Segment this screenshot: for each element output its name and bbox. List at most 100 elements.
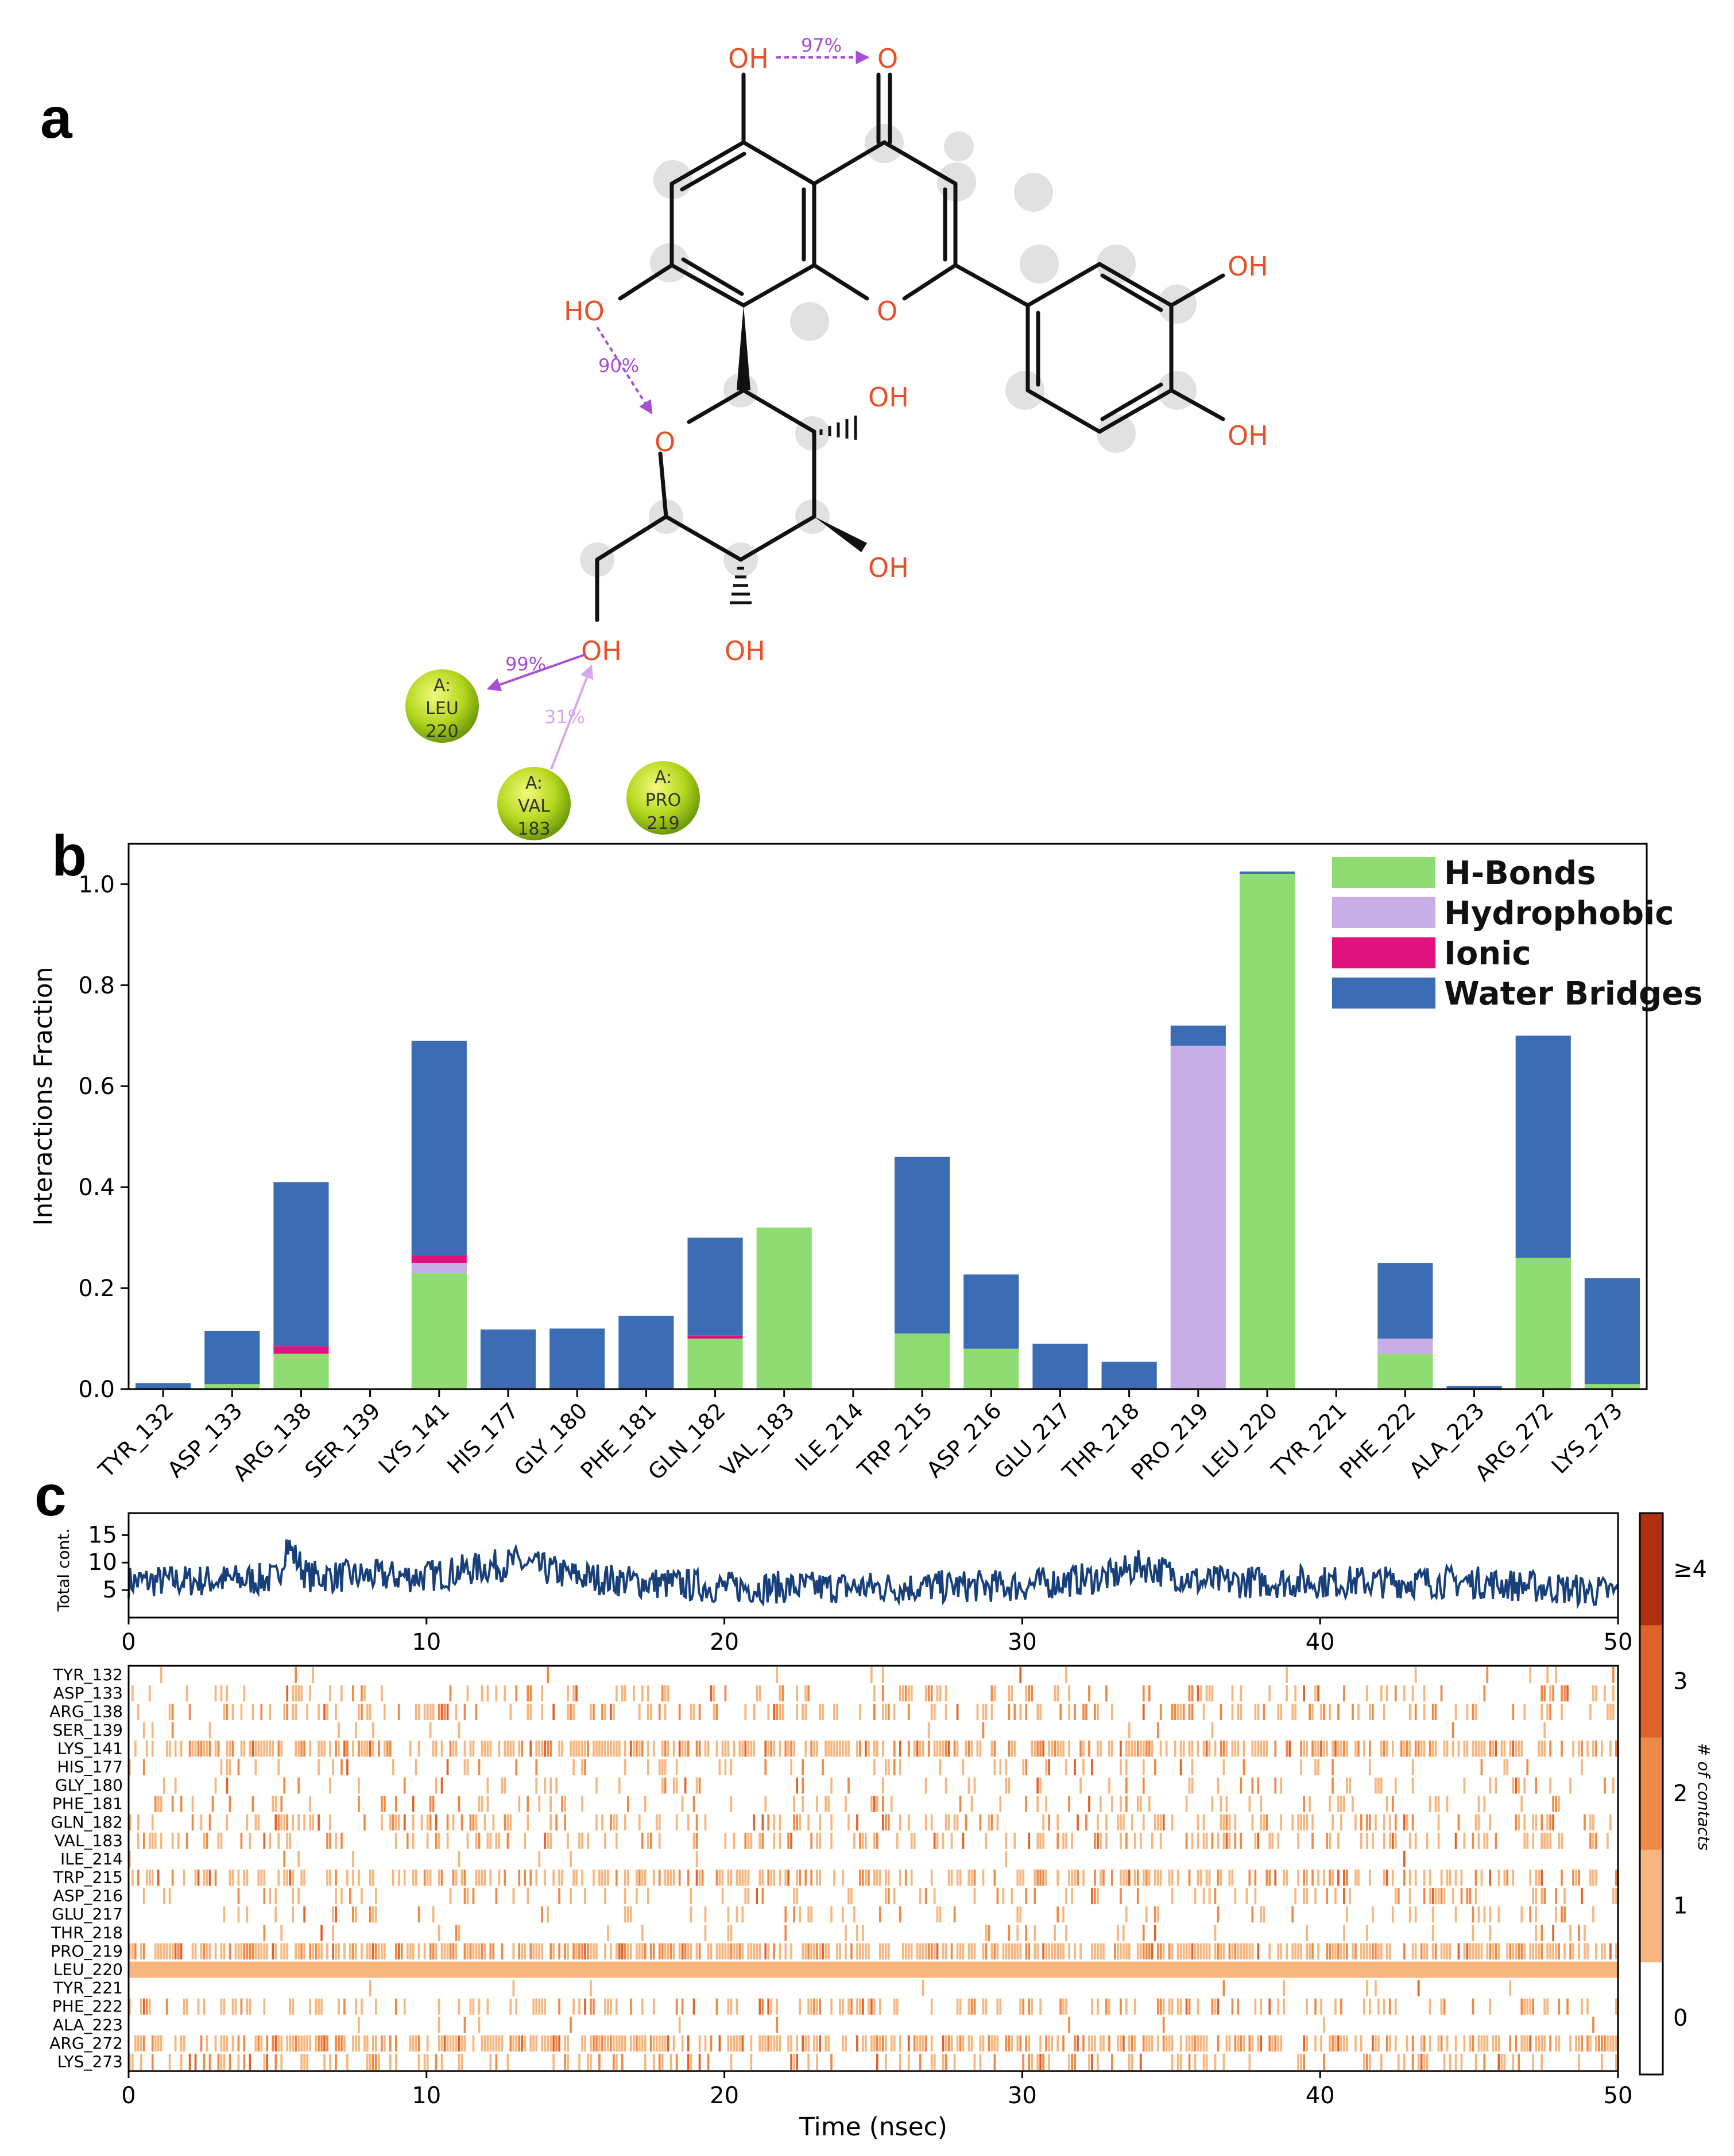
heatmap-cell	[295, 2035, 297, 2052]
heatmap-cell	[1375, 1814, 1377, 1831]
heatmap-cell	[687, 1814, 690, 1831]
heatmap-cell	[607, 1870, 609, 1886]
heatmap-cell	[947, 1870, 950, 1886]
heatmap-cell	[779, 1704, 781, 1720]
heatmap-cell	[575, 1685, 578, 1702]
heatmap-cell	[1612, 1685, 1615, 1702]
y-tick-label: 1.0	[78, 871, 115, 898]
heatmap-cell	[1423, 1740, 1426, 1757]
heatmap-cell	[492, 2035, 495, 2052]
heatmap-cell	[922, 1740, 924, 1757]
heatmap-cell	[750, 2053, 753, 2070]
heatmap-cell	[842, 1906, 844, 1923]
heatmap-cell	[1125, 1740, 1128, 1757]
heatmap-cell	[435, 1740, 438, 1757]
heatmap-cell	[885, 2035, 887, 2052]
heatmap-cell	[1102, 1870, 1105, 1886]
heatmap-cell	[440, 2053, 443, 2070]
heatmap-cell	[1474, 1740, 1477, 1757]
heatmap-cell	[647, 1740, 649, 1757]
heatmap-cell	[326, 2035, 328, 2052]
heatmap-cell	[1306, 1740, 1308, 1757]
heatmap-cell	[1434, 1704, 1437, 1720]
heatmap-cell	[1131, 1740, 1133, 1757]
heatmap-cell	[962, 2035, 965, 2052]
heatmap-cell	[747, 1740, 750, 1757]
heatmap-cell	[924, 1777, 927, 1794]
heatmap-cell	[879, 1998, 881, 2015]
heatmap-cell	[661, 2053, 664, 2070]
heatmap-cell	[988, 1925, 990, 1941]
heatmap-cell	[1515, 1943, 1518, 1960]
heatmap-cell	[1541, 1740, 1543, 1757]
heatmap-cell	[208, 1814, 211, 1831]
heatmap-cell	[432, 1943, 435, 1960]
heatmap-cell	[1019, 1870, 1022, 1886]
heatmap-cell	[1228, 1832, 1231, 1849]
heatmap-cell	[129, 2053, 131, 2070]
heatmap-cell	[1546, 1814, 1549, 1831]
heatmap-cell	[361, 1740, 363, 1757]
interaction-percent: 97%	[801, 34, 842, 56]
heatmap-cell	[1440, 1998, 1443, 2015]
heatmap-cell	[627, 1906, 629, 1923]
heatmap-cell	[724, 1759, 727, 1775]
heatmap-cell	[859, 1832, 861, 1849]
heatmap-cell	[1429, 1888, 1431, 1905]
heatmap-cell	[527, 1814, 529, 1831]
heatmap-cell	[306, 1704, 308, 1720]
heatmap-cell	[1584, 1814, 1586, 1831]
heatmap-cell	[1034, 1740, 1036, 1757]
heatmap-cell	[1360, 1943, 1363, 1960]
heatmap-cell	[1457, 1814, 1460, 1831]
heatmap-cell	[312, 1943, 314, 1960]
heatmap-cell	[1575, 2035, 1577, 2052]
heatmap-cell	[240, 1832, 243, 1849]
heatmap-cell	[1543, 2035, 1546, 2052]
y-tick-label: 0.2	[78, 1275, 115, 1302]
heatmap-cell	[996, 1814, 999, 1831]
heatmap-cell	[658, 1943, 661, 1960]
heatmap-cell	[185, 1998, 188, 2015]
heatmap-cell	[1031, 1685, 1034, 1702]
heatmap-cell	[1123, 1814, 1125, 1831]
heatmap-cell	[850, 1943, 853, 1960]
heatmap-cell	[1077, 1870, 1079, 1886]
heatmap-cell	[845, 1740, 847, 1757]
heatmap-cell	[440, 1943, 443, 1960]
heatmap-row-label: LYS_141	[57, 1739, 123, 1758]
heatmap-cell	[463, 1870, 466, 1886]
bar-segment	[411, 1263, 467, 1273]
heatmap-cell	[744, 1704, 747, 1720]
heatmap-cell	[624, 1870, 626, 1886]
heatmap-cell	[578, 1740, 580, 1757]
heatmap-cell	[773, 1943, 776, 1960]
heatmap-cell	[1420, 1943, 1423, 1960]
heatmap-cell	[1420, 2035, 1423, 2052]
heatmap-cell	[1131, 1814, 1133, 1831]
heatmap-cell	[1483, 1685, 1486, 1702]
heatmap-cell	[610, 1998, 612, 2015]
heatmap-cell	[1291, 1943, 1294, 1960]
x-tick-label: LYS_141	[373, 1398, 454, 1479]
heatmap-cell	[756, 1943, 758, 1960]
heatmap-cell	[1561, 1685, 1563, 1702]
heatmap-cell	[1028, 1998, 1031, 2015]
heatmap-cell	[593, 1704, 595, 1720]
heatmap-cell	[764, 1740, 767, 1757]
legend: H-Bonds Hydrophobic Ionic Water Bridges	[1332, 855, 1702, 1013]
heatmap-cell	[1036, 1832, 1039, 1849]
heatmap-cell	[604, 1832, 606, 1849]
heatmap-cell	[1323, 1740, 1325, 1757]
heatmap-cell	[584, 1759, 586, 1775]
heatmap-cell	[188, 1704, 191, 1720]
heatmap-cell	[489, 2053, 492, 2070]
heatmap-cell	[1097, 1704, 1099, 1720]
heatmap-cell	[1394, 2035, 1397, 2052]
heatmap-cell	[936, 1740, 939, 1757]
heatmap-cell	[397, 1943, 400, 1960]
heatmap-cell	[1025, 2035, 1028, 2052]
heatmap-cell	[715, 1704, 718, 1720]
heatmap-cell	[211, 1796, 214, 1812]
heatmap-cell	[369, 2053, 371, 2070]
